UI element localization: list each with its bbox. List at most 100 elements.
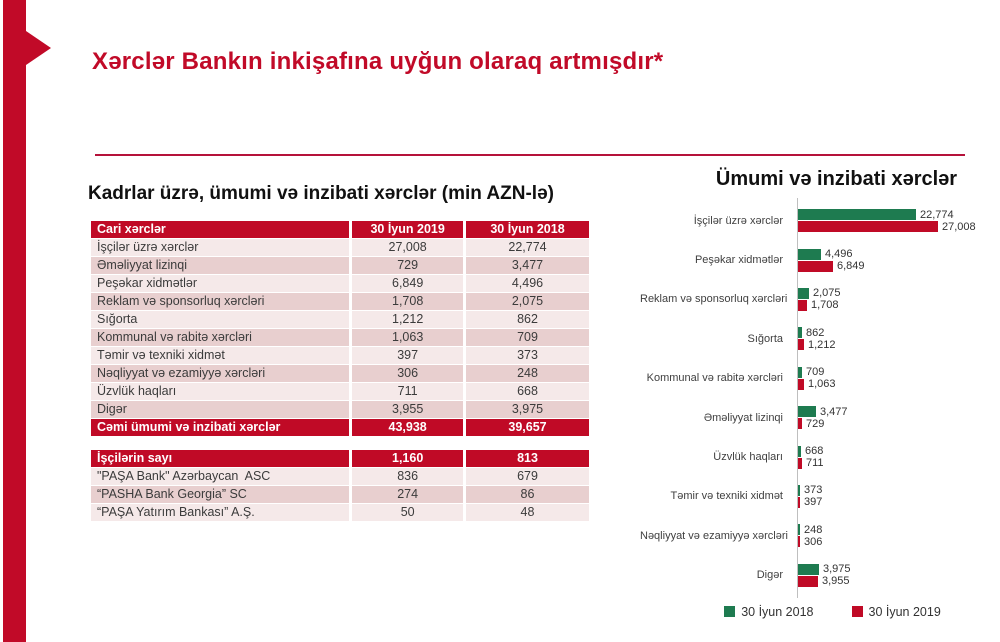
legend-swatch-2019 [851, 606, 863, 618]
row-value-2019: 3,955 [352, 401, 463, 418]
chart-bar-group: 3,477 729 [790, 406, 848, 430]
bar-2018-value: 668 [805, 445, 824, 458]
total-row-2018: 39,657 [465, 419, 589, 436]
bar-2018 [798, 563, 819, 575]
row-value-2019: 1,063 [352, 329, 463, 346]
chart-category-label: Digər [756, 569, 783, 582]
chart-bar-group: 862 1,212 [790, 327, 836, 351]
bar-2019-value: 397 [804, 496, 823, 509]
bar-2018 [798, 484, 800, 496]
row-value-2019: 6,849 [352, 275, 463, 292]
row-value-2019: 274 [352, 486, 463, 503]
row-value-2018: 679 [465, 468, 589, 485]
row-value-2018: 248 [465, 365, 589, 382]
slide-title: Xərclər Bankın inkişafına uyğun olaraq a… [92, 48, 664, 75]
bar-chart: İşçilər üzrə xərclər 22,774 27,008 Peşək… [640, 198, 985, 598]
total-row-2019: 43,938 [352, 419, 463, 436]
chart-category-row: Sığorta 862 1,212 [640, 319, 985, 358]
row-label: Üzvlük haqları [91, 383, 350, 400]
row-label: Nəqliyyat və ezamiyyə xərcləri [91, 365, 350, 382]
bar-2018 [798, 406, 816, 418]
chart-category-row: Digər 3,975 3,955 [640, 556, 985, 595]
bar-2019 [798, 260, 833, 272]
divider-line [95, 154, 965, 156]
chart-category-label: Peşəkar xidmətlər [694, 254, 783, 267]
chart-category-label: Nəqliyyat və ezamiyyə xərcləri [640, 529, 788, 542]
chart-category-row: İşçilər üzrə xərclər 22,774 27,008 [640, 201, 985, 240]
table-row: “PAŞA Yatırım Bankası” A.Ş. 50 48 [91, 504, 589, 521]
staff-header-2019: 1,160 [352, 450, 463, 467]
chart-category-row: Təmir və texniki xidmət 373 397 [640, 477, 985, 516]
staff-header-row: İşçilərin sayı 1,160 813 [91, 450, 589, 467]
bar-2019-value: 729 [806, 417, 825, 430]
table-row: İşçilər üzrə xərclər 27,008 22,774 [91, 239, 589, 256]
bar-2019 [798, 299, 807, 311]
chart-legend: 30 İyun 2018 30 İyun 2019 [640, 605, 985, 619]
row-value-2019: 306 [352, 365, 463, 382]
legend-item-2018: 30 İyun 2018 [724, 605, 814, 619]
bar-2018-value: 373 [804, 484, 823, 497]
bar-2019-value: 711 [806, 457, 824, 470]
table-row: Əməliyyat lizinqi 729 3,477 [91, 257, 589, 274]
row-value-2019: 836 [352, 468, 463, 485]
table-header-row: Cari xərclər 30 İyun 2019 30 İyun 2018 [91, 221, 589, 238]
row-label: Digər [91, 401, 350, 418]
table-row: Təmir və texniki xidmət 397 373 [91, 347, 589, 364]
bar-2019 [798, 221, 938, 233]
bar-2019-value: 27,008 [942, 220, 976, 233]
row-value-2018: 2,075 [465, 293, 589, 310]
table-header-label: Cari xərclər [91, 221, 350, 238]
row-label: Təmir və texniki xidmət [91, 347, 350, 364]
table-row: Nəqliyyat və ezamiyyə xərcləri 306 248 [91, 365, 589, 382]
expenses-table: Cari xərclər 30 İyun 2019 30 İyun 2018 İ… [88, 220, 592, 522]
bar-2018-value: 862 [806, 326, 825, 339]
chart-bar-group: 22,774 27,008 [790, 209, 976, 233]
bar-2018 [798, 445, 801, 457]
row-value-2018: 668 [465, 383, 589, 400]
row-value-2019: 729 [352, 257, 463, 274]
row-label: “PAŞA Yatırım Bankası” A.Ş. [91, 504, 350, 521]
row-label: Peşəkar xidmətlər [91, 275, 350, 292]
table-row: "PAŞA Bank" Azərbaycan ASC 836 679 [91, 468, 589, 485]
row-value-2019: 1,212 [352, 311, 463, 328]
row-value-2019: 1,708 [352, 293, 463, 310]
bar-2018-value: 22,774 [920, 208, 954, 221]
row-value-2019: 27,008 [352, 239, 463, 256]
bar-2018-value: 3,975 [823, 563, 851, 576]
chart-bar-group: 668 711 [790, 445, 824, 469]
row-label: “PASHA Bank Georgia” SC [91, 486, 350, 503]
row-value-2018: 862 [465, 311, 589, 328]
bar-2018-value: 3,477 [820, 405, 848, 418]
bar-2019-value: 1,212 [808, 338, 836, 351]
row-label: İşçilər üzrə xərclər [91, 239, 350, 256]
chart-bar-group: 709 1,063 [790, 366, 836, 390]
bar-2018 [798, 366, 802, 378]
bar-2018 [798, 287, 809, 299]
chart-bar-group: 373 397 [790, 484, 822, 508]
row-value-2018: 709 [465, 329, 589, 346]
bar-2019 [798, 418, 802, 430]
chart-category-label: Kommunal və rabitə xərcləri [646, 372, 783, 385]
chart-category-label: Təmir və texniki xidmət [670, 490, 783, 503]
bar-2018-value: 4,496 [825, 248, 853, 261]
bar-2019 [798, 536, 800, 548]
staff-header-label: İşçilərin sayı [91, 450, 350, 467]
chart-category-label: Reklam və sponsorluq xərcləri [640, 293, 788, 306]
bar-2018-value: 248 [804, 523, 823, 536]
chart-category-row: Peşəkar xidmətlər 4,496 6,849 [640, 240, 985, 279]
chart-category-row: Əməliyyat lizinqi 3,477 729 [640, 398, 985, 437]
row-label: Əməliyyat lizinqi [91, 257, 350, 274]
bar-2018 [798, 248, 821, 260]
row-value-2019: 397 [352, 347, 463, 364]
table-row: Sığorta 1,212 862 [91, 311, 589, 328]
bar-2019-value: 1,708 [811, 299, 839, 312]
row-value-2018: 86 [465, 486, 589, 503]
row-label: Sığorta [91, 311, 350, 328]
row-value-2018: 22,774 [465, 239, 589, 256]
total-row-label: Cəmi ümumi və inzibati xərclər [91, 419, 350, 436]
chart-category-label: Əməliyyat lizinqi [703, 411, 783, 424]
legend-item-2019: 30 İyun 2019 [851, 605, 941, 619]
bar-2018 [798, 209, 916, 221]
bar-2019 [798, 457, 802, 469]
side-ribbon [3, 0, 26, 642]
